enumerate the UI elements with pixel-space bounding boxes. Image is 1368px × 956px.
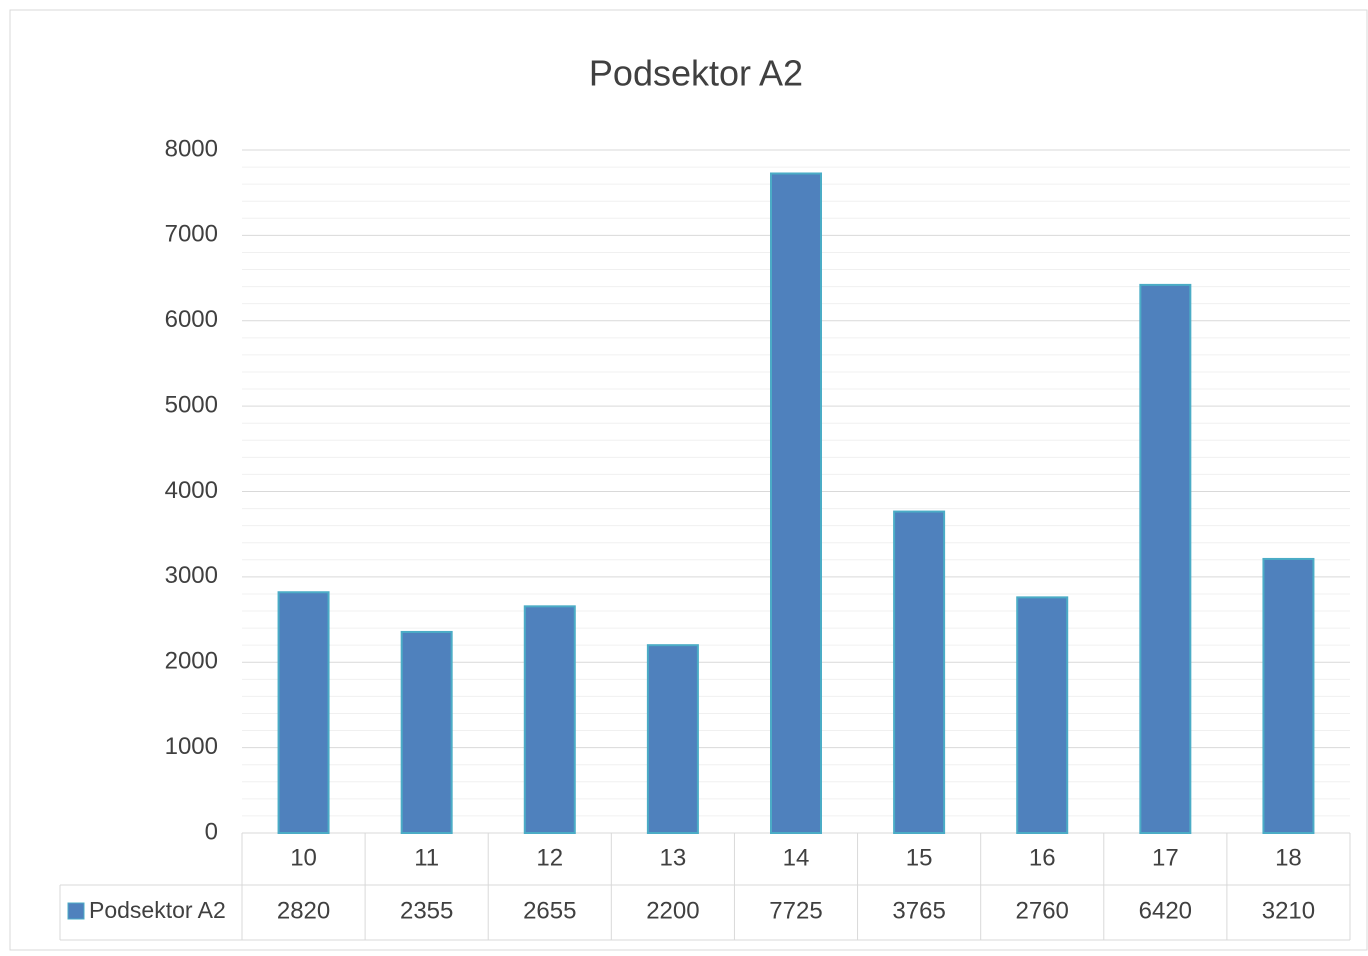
- y-tick-label: 8000: [165, 135, 218, 162]
- bar: [277, 591, 330, 834]
- y-tick-label: 0: [205, 818, 218, 845]
- chart-title: Podsektor A2: [589, 53, 803, 94]
- legend-label: Podsektor A2: [89, 897, 226, 923]
- y-tick-label: 5000: [165, 391, 218, 418]
- x-tick-label: 15: [906, 844, 933, 871]
- x-tick-label: 11: [414, 844, 439, 871]
- bar: [1139, 283, 1192, 834]
- x-tick-label: 10: [290, 844, 317, 871]
- bar: [1016, 596, 1069, 834]
- x-tick-label: 12: [536, 844, 563, 871]
- y-tick-label: 4000: [165, 477, 218, 504]
- table-value: 2200: [646, 897, 699, 924]
- table-value: 2820: [277, 897, 330, 924]
- table-value: 2655: [523, 897, 576, 924]
- table-value: 3765: [892, 897, 945, 924]
- x-tick-label: 16: [1029, 844, 1056, 871]
- y-tick-label: 3000: [165, 562, 218, 589]
- table-value: 2355: [400, 897, 453, 924]
- bar: [523, 605, 576, 834]
- y-tick-label: 2000: [165, 648, 218, 675]
- table-value: 6420: [1139, 897, 1192, 924]
- x-tick-label: 14: [783, 844, 810, 871]
- bar: [770, 172, 822, 834]
- bar: [646, 644, 699, 834]
- table-value: 7725: [769, 897, 822, 924]
- table-value: 2760: [1016, 897, 1069, 924]
- legend-swatch: [67, 902, 85, 920]
- x-tick-label: 17: [1152, 844, 1179, 871]
- table-value: 3210: [1262, 897, 1315, 924]
- bar: [893, 510, 946, 834]
- y-tick-label: 6000: [165, 306, 218, 333]
- y-tick-label: 1000: [165, 733, 218, 760]
- y-tick-label: 7000: [165, 221, 218, 248]
- bar: [1262, 557, 1315, 834]
- x-tick-label: 18: [1275, 844, 1302, 871]
- bar: [400, 630, 453, 835]
- x-tick-label: 13: [660, 844, 687, 871]
